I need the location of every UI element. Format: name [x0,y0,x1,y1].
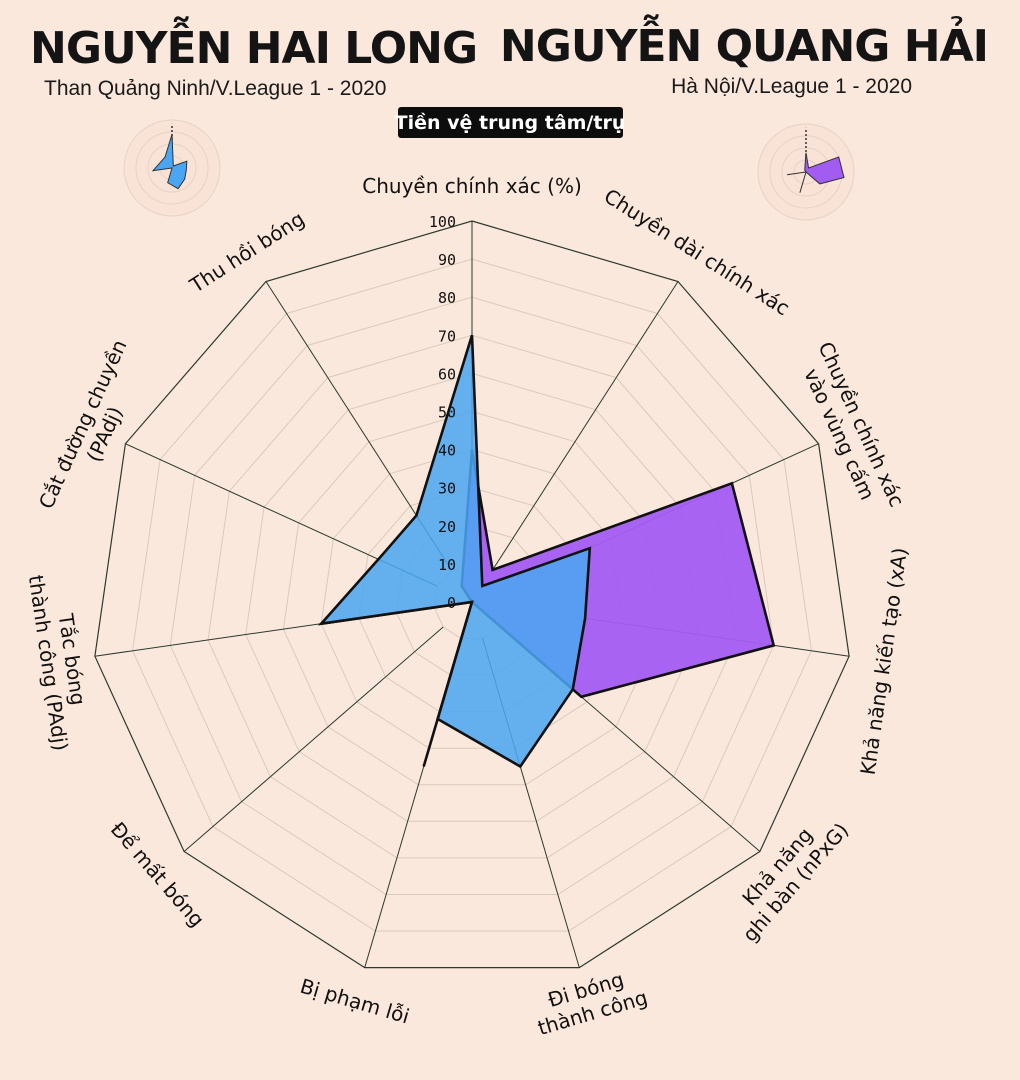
grid-ring [169,296,775,895]
tick-label: 10 [438,556,456,574]
tick-label: 80 [438,289,456,307]
radar-spoke [183,626,444,852]
player2-club: Hà Nội/V.League 1 - 2020 [671,75,912,98]
axis-label: Chuyền dài chính xác [600,184,794,321]
tick-label: 70 [438,327,456,345]
axis-label: Để mất bóng [106,817,210,931]
radar-spoke [492,281,679,571]
axis-label: Khả năng kiến tạo (xA) [856,546,912,776]
tick-label: 60 [438,365,456,383]
axis-label-group: Bị phạm lỗi [297,974,412,1029]
axis-label-group: Thu hồi bóng [185,206,309,298]
outer-ring [94,220,850,969]
grid-ring [132,258,812,932]
axis-label: Thu hồi bóng [185,206,309,298]
tick-label: 30 [438,480,456,498]
tick-label: 100 [429,213,456,231]
player1-name: NGUYỄN HAI LONG [30,15,477,74]
tick-label: 90 [438,251,456,269]
axis-label-group: Chuyền chính xác (%) [362,174,581,198]
tick-label: 50 [438,404,456,422]
axis-label-group: Cắt đường chuyền(PAdj) [34,336,132,512]
axis-label-group: Để mất bóng [106,817,210,931]
grid-ring [320,449,624,749]
axis-label-group: Khả năng kiến tạo (xA) [856,546,912,776]
position-label: Tiền vệ trung tâm/trụ [395,111,626,134]
position-badge-bg [398,107,623,138]
series-area-hai-long [317,334,592,769]
axis-label: Bị phạm lỗi [297,974,412,1029]
position-badge: Tiền vệ trung tâm/trụ [395,107,626,138]
tick-label: 20 [438,518,456,536]
radar-series [317,334,776,769]
mini-series-area [151,134,188,190]
player1-club: Than Quảng Ninh/V.League 1 - 2020 [44,77,387,100]
tick-label: 40 [438,442,456,460]
mini-series-area [786,152,845,193]
radar-axis-labels: Chuyền chính xác (%) Chuyền dài chính xác… [24,174,912,1040]
axis-label: Chuyền chính xác (%) [362,174,581,198]
axis-label-group: Chuyền dài chính xác [600,184,794,321]
tick-label: 0 [447,594,456,612]
grid-ring [282,410,662,786]
radar-chart: 0 10 20 30 40 50 60 70 80 90 100 Chuyền chính xác … [24,174,912,1040]
player2-name: NGUYỄN QUANG HẢI [500,13,988,72]
radar-tick-labels: 0 10 20 30 40 50 60 70 80 90 100 [429,213,456,612]
player1-mini-radar [123,119,221,217]
grid-ring [207,334,737,859]
player2-mini-radar [757,123,855,221]
grid-ring [245,372,699,822]
